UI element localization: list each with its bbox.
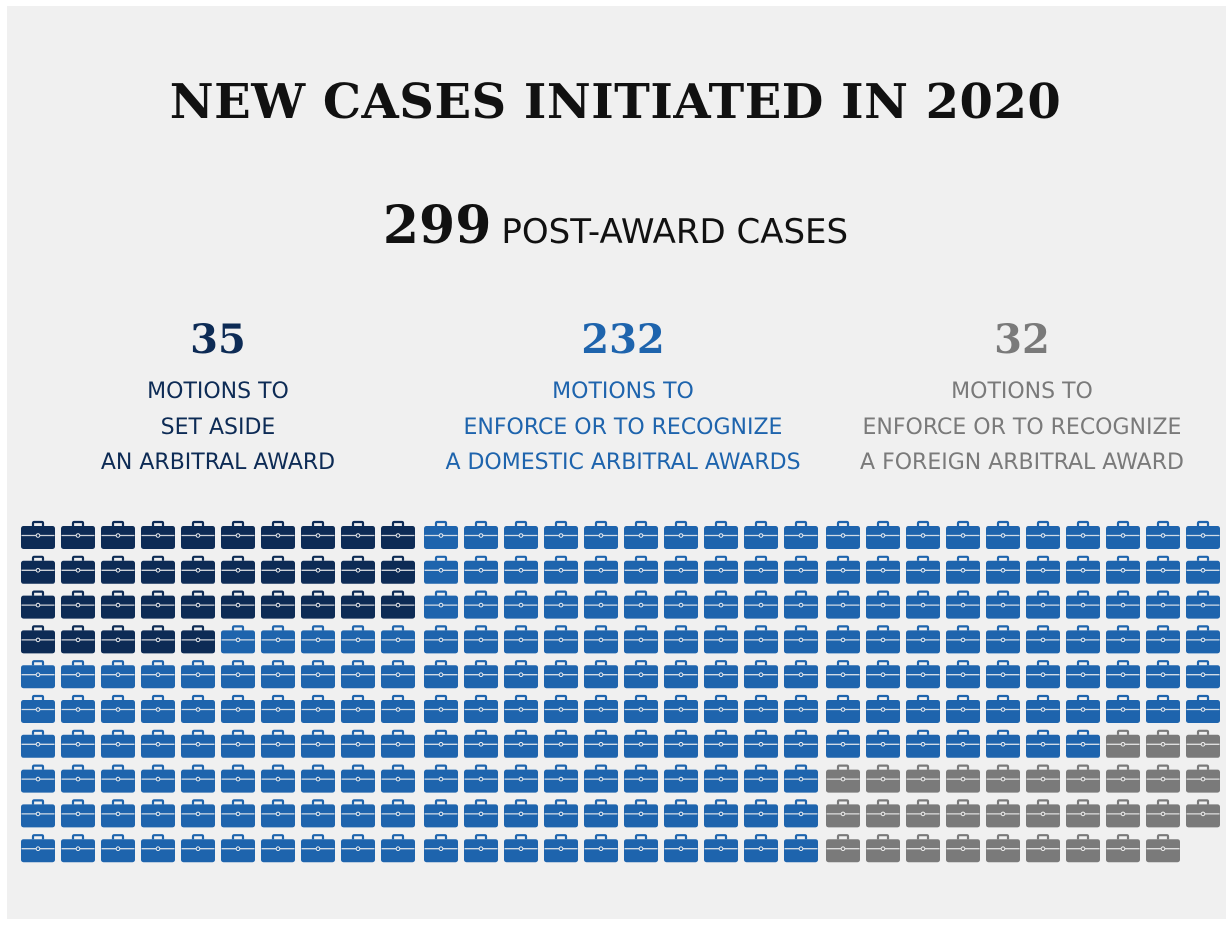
category-description: MOTIONS TO ENFORCE OR TO RECOGNIZE A DOM… (413, 374, 833, 481)
total-cases-value: 299 (382, 195, 492, 256)
category-description: MOTIONS TO SET ASIDE AN ARBITRAL AWARD (8, 374, 428, 481)
category-value: 232 (581, 316, 665, 363)
total-cases: 299 POST-AWARD CASES (0, 196, 1231, 269)
category-description-line: SET ASIDE (160, 414, 276, 440)
category-set-aside: 35 MOTIONS TO SET ASIDE AN ARBITRAL AWAR… (8, 312, 428, 481)
category-description-line: ENFORCE OR TO RECOGNIZE (463, 414, 783, 440)
category-description: MOTIONS TO ENFORCE OR TO RECOGNIZE A FOR… (812, 374, 1231, 481)
category-value: 35 (190, 316, 246, 363)
infographic-card (7, 6, 1226, 919)
category-description-line: ENFORCE OR TO RECOGNIZE (862, 414, 1182, 440)
category-foreign-enforce: 32 MOTIONS TO ENFORCE OR TO RECOGNIZE A … (812, 312, 1231, 481)
category-description-line: A DOMESTIC ARBITRAL AWARDS (445, 450, 801, 475)
chart-title: NEW CASES INITIATED IN 2020 (169, 74, 1062, 130)
category-value: 32 (994, 316, 1050, 363)
category-domestic-enforce: 232 MOTIONS TO ENFORCE OR TO RECOGNIZE A… (413, 312, 833, 481)
category-description-line: A FOREIGN ARBITRAL AWARD (860, 450, 1184, 475)
total-cases-label: POST-AWARD CASES (501, 212, 849, 252)
category-description-line: MOTIONS TO (147, 379, 289, 404)
category-description-line: AN ARBITRAL AWARD (100, 450, 336, 475)
category-description-line: MOTIONS TO (552, 379, 694, 404)
category-description-line: MOTIONS TO (951, 379, 1093, 404)
